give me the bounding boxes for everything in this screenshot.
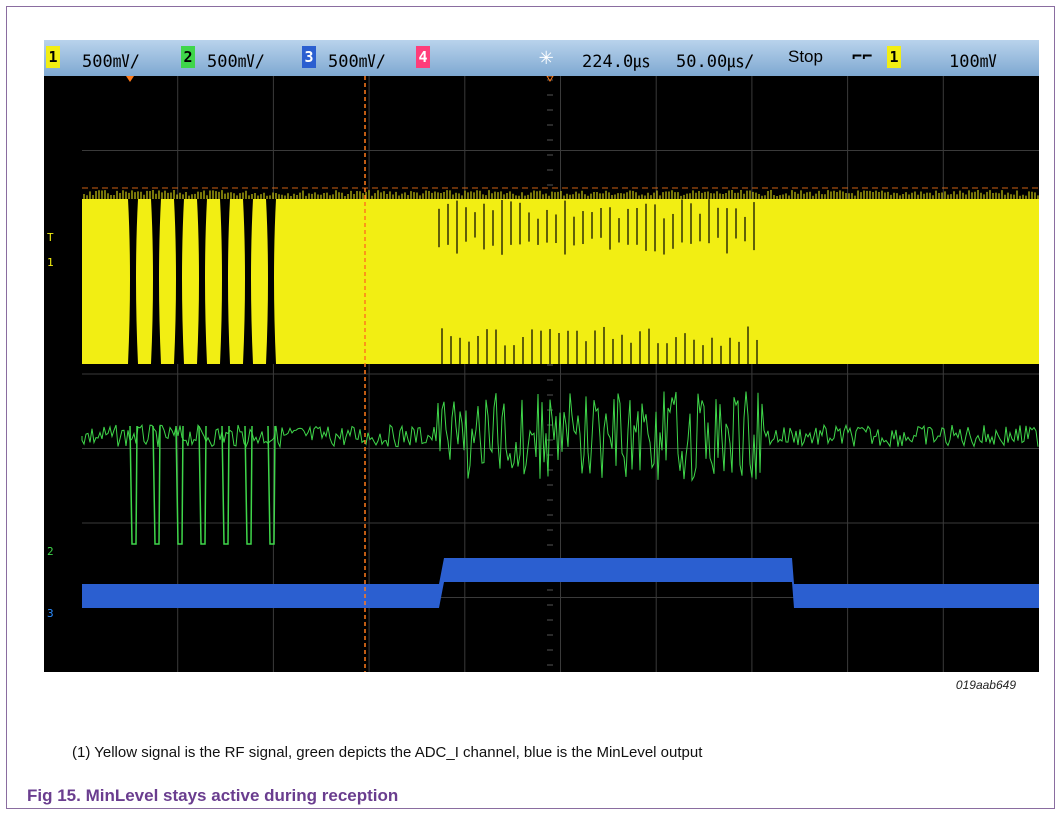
ch2-ground-marker: 2 [47, 545, 54, 558]
rf-signal-trace [82, 190, 1039, 364]
trigger-source: 1 [887, 46, 901, 68]
figure-frame: 1 500㎷/ 2 500㎷/ 3 500㎷/ 4 ✳ 224.0㎲ 50.00… [6, 6, 1055, 809]
ch1-ground-marker: 1 [47, 256, 54, 269]
trigger-time-marker [126, 76, 554, 82]
ch2-scale: 500㎷/ [207, 52, 265, 72]
time-offset: 224.0㎲ [582, 52, 651, 72]
ch2-indicator: 2 [181, 46, 195, 68]
trigger-level: 100㎷ [949, 52, 997, 72]
trigger-marker: T [47, 231, 54, 244]
ch3-scale: 500㎷/ [328, 52, 386, 72]
oscilloscope-status-bar: 1 500㎷/ 2 500㎷/ 3 500㎷/ 4 ✳ 224.0㎲ 50.00… [44, 40, 1039, 76]
ch1-indicator: 1 [46, 46, 60, 68]
trigger-edge-icon: ⌐⌐ [852, 47, 873, 67]
ch1-scale: 500㎷/ [82, 52, 140, 72]
graticule [82, 76, 1039, 672]
ch4-indicator: 4 [416, 46, 430, 68]
figure-id: 019aab649 [955, 678, 1016, 692]
time-scale: 50.00㎲/ [676, 52, 755, 72]
waveform-plot: T 1 2 3 [47, 76, 1039, 672]
adc-i-trace [81, 391, 1039, 545]
run-state: Stop [788, 47, 823, 66]
minlevel-trace [82, 558, 1039, 608]
ch3-ground-marker: 3 [47, 607, 54, 620]
oscilloscope-screen: 1 500㎷/ 2 500㎷/ 3 500㎷/ 4 ✳ 224.0㎲ 50.00… [44, 40, 1039, 672]
footnote: (1) Yellow signal is the RF signal, gree… [72, 744, 703, 761]
figure-caption: Fig 15. MinLevel stays active during rec… [27, 786, 399, 805]
channel-markers: T 1 2 3 [47, 231, 54, 620]
acquisition-icon: ✳ [539, 42, 554, 70]
ch3-indicator: 3 [302, 46, 316, 68]
